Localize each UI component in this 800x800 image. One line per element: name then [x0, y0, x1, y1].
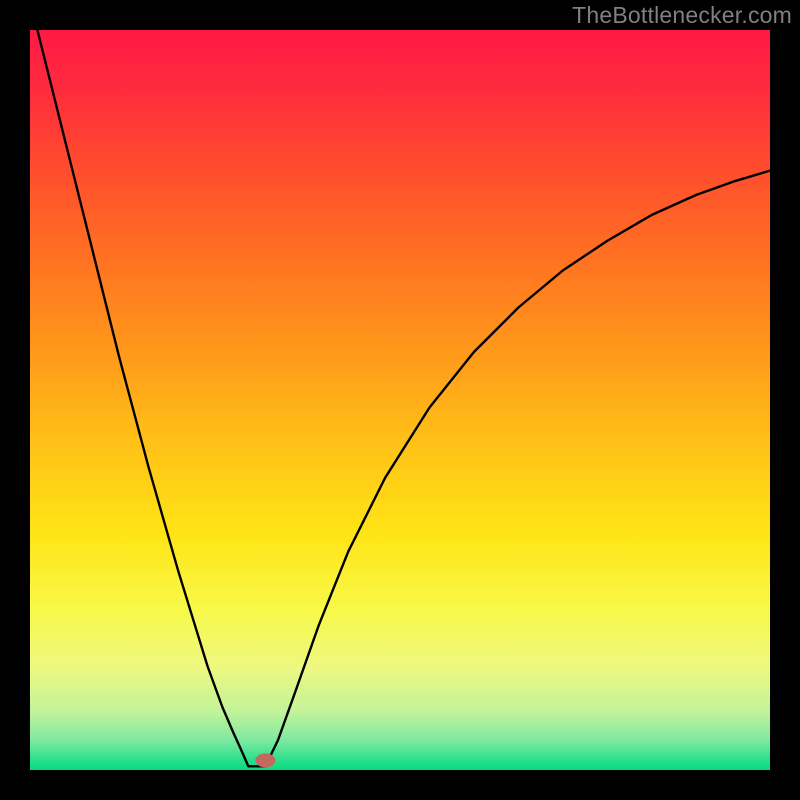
plot-area: [30, 30, 770, 770]
optimal-point-marker: [255, 753, 275, 767]
watermark-text: TheBottlenecker.com: [572, 2, 792, 29]
bottleneck-curve-chart: [30, 30, 770, 770]
gradient-background: [30, 30, 770, 770]
chart-frame: TheBottlenecker.com: [0, 0, 800, 800]
